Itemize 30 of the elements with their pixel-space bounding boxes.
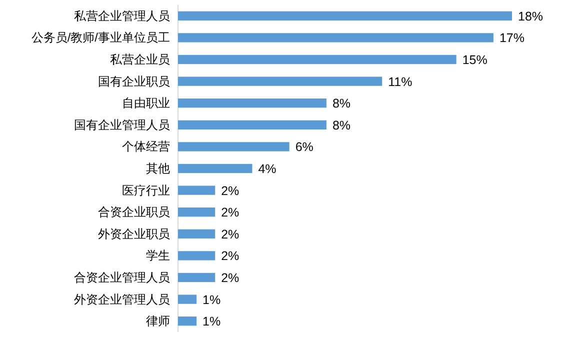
- data-label: 11%: [388, 74, 412, 89]
- data-label: 2%: [221, 249, 240, 264]
- y-tick-label: 外资企业管理人员: [74, 292, 170, 306]
- data-label: 2%: [221, 206, 240, 220]
- y-tick-label: 国有企业职员: [98, 74, 170, 88]
- y-tick-label: 医疗行业: [122, 183, 170, 198]
- y-tick-label: 个体经营: [122, 140, 170, 154]
- y-tick-label: 其他: [146, 162, 170, 176]
- y-tick-label: 国有企业管理人员: [74, 118, 170, 132]
- y-tick-label: 合资企业管理人员: [74, 270, 170, 284]
- data-label: 4%: [258, 162, 276, 176]
- data-label: 1%: [202, 314, 221, 329]
- y-tick-label: 私营企业管理人员: [74, 8, 170, 23]
- y-tick-label: 自由职业: [122, 96, 170, 110]
- data-label: 8%: [332, 118, 351, 132]
- data-label: 15%: [462, 53, 488, 67]
- y-tick-label: 学生: [146, 248, 170, 263]
- data-label: 2%: [221, 227, 240, 242]
- y-tick-label: 律师: [146, 314, 170, 328]
- data-label: 18%: [518, 9, 544, 24]
- y-tick-label: 合资企业职员: [98, 205, 170, 220]
- y-tick-label: 外资企业职员: [98, 226, 170, 241]
- y-tick-label: 公务员/教师/事业单位员工: [31, 30, 170, 45]
- data-label: 6%: [295, 140, 314, 154]
- data-label: 2%: [221, 271, 240, 285]
- y-tick-label: 私营企业员: [110, 52, 170, 66]
- data-label: 8%: [332, 96, 351, 111]
- data-label: 17%: [499, 31, 524, 46]
- data-label: 1%: [202, 292, 221, 307]
- data-label: 2%: [221, 184, 240, 198]
